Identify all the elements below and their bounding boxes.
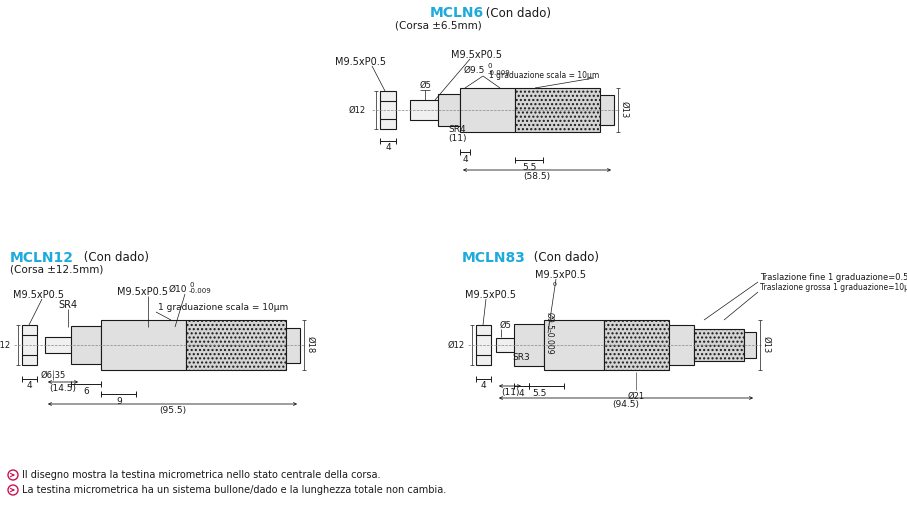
Bar	[460, 88, 515, 132]
Text: MCLN83: MCLN83	[462, 251, 526, 265]
Text: 9: 9	[116, 396, 122, 406]
Text: 5.5: 5.5	[522, 162, 536, 172]
Bar	[286, 328, 300, 363]
Bar	[476, 325, 491, 365]
Bar	[45, 337, 73, 353]
Text: Ø21: Ø21	[628, 392, 645, 400]
Text: M9.5xP0.5: M9.5xP0.5	[451, 50, 502, 60]
Bar	[669, 325, 694, 365]
Text: 4: 4	[26, 382, 32, 391]
Text: (11): (11)	[501, 387, 519, 396]
Text: -0.009: -0.009	[488, 70, 511, 76]
Text: Traslazione fine 1 graduazione=0.5μm: Traslazione fine 1 graduazione=0.5μm	[760, 274, 907, 282]
Bar	[71, 326, 101, 364]
Text: M9.5xP0.5: M9.5xP0.5	[13, 290, 63, 300]
Text: SR4: SR4	[448, 125, 465, 135]
Text: 4: 4	[480, 382, 486, 391]
Bar	[544, 320, 604, 370]
Circle shape	[8, 470, 18, 480]
Bar	[101, 320, 186, 370]
Bar	[694, 329, 744, 361]
Text: (Corsa ±6.5mm): (Corsa ±6.5mm)	[395, 20, 482, 30]
Bar	[186, 320, 286, 370]
Text: Ø12: Ø12	[349, 106, 366, 114]
Text: -0.009: -0.009	[189, 288, 211, 294]
Text: Ø12: Ø12	[0, 341, 11, 349]
Text: Ø9.5: Ø9.5	[463, 66, 485, 74]
Text: Ø13: Ø13	[619, 101, 629, 119]
Text: MCLN6: MCLN6	[430, 6, 484, 20]
Text: 6: 6	[83, 386, 89, 396]
Bar	[744, 332, 756, 358]
Text: M9.5xP0.5: M9.5xP0.5	[335, 57, 385, 67]
Text: 4: 4	[385, 144, 391, 152]
Text: Traslazione grossa 1 graduazione=10μm: Traslazione grossa 1 graduazione=10μm	[760, 283, 907, 292]
Text: Ø5: Ø5	[419, 81, 431, 89]
Text: (Con dado): (Con dado)	[482, 6, 551, 19]
Bar	[514, 324, 544, 366]
Text: (95.5): (95.5)	[159, 407, 186, 415]
Bar	[496, 338, 516, 352]
Bar	[515, 88, 600, 132]
Text: 4: 4	[518, 388, 524, 397]
Text: Il disegno mostra la testina micrometrica nello stato centrale della corsa.: Il disegno mostra la testina micrometric…	[22, 470, 381, 480]
Text: 4: 4	[463, 154, 468, 163]
Text: Ø9.5-0.009: Ø9.5-0.009	[544, 311, 553, 354]
Text: Ø6.35: Ø6.35	[41, 370, 65, 380]
Text: Ø18: Ø18	[306, 336, 315, 354]
Text: La testina micrometrica ha un sistema bullone/dado e la lunghezza totale non cam: La testina micrometrica ha un sistema bu…	[22, 485, 446, 495]
Text: SR4: SR4	[58, 300, 78, 310]
Text: 1 graduazione scala = 10μm: 1 graduazione scala = 10μm	[158, 304, 288, 313]
Bar	[22, 325, 37, 365]
Text: (Corsa ±12.5mm): (Corsa ±12.5mm)	[10, 265, 103, 275]
Bar	[410, 100, 440, 120]
Text: (Con dado): (Con dado)	[530, 252, 599, 265]
Bar	[604, 320, 669, 370]
Text: M9.5xP0.5: M9.5xP0.5	[464, 290, 515, 300]
Text: Ø5: Ø5	[499, 320, 511, 330]
Text: MCLN12: MCLN12	[10, 251, 74, 265]
Text: (94.5): (94.5)	[612, 400, 639, 410]
Text: Ø12: Ø12	[448, 341, 465, 349]
Text: 0: 0	[488, 63, 493, 69]
Text: 5.5: 5.5	[532, 388, 546, 397]
Text: M9.5xP0.5: M9.5xP0.5	[116, 287, 168, 297]
Text: (14.5): (14.5)	[50, 384, 76, 394]
Text: (58.5): (58.5)	[523, 173, 551, 181]
Text: SR3: SR3	[512, 353, 530, 361]
Text: 0: 0	[189, 282, 193, 288]
Text: Ø10: Ø10	[169, 284, 187, 293]
Text: Ø13: Ø13	[762, 336, 771, 354]
Text: 0: 0	[553, 282, 557, 288]
Text: (11): (11)	[448, 135, 466, 144]
Circle shape	[8, 485, 18, 495]
Text: (Con dado): (Con dado)	[80, 252, 149, 265]
Text: 1 graduazione scala = 10μm: 1 graduazione scala = 10μm	[489, 71, 599, 80]
Bar	[438, 94, 460, 126]
Bar	[380, 91, 396, 129]
Text: M9.5xP0.5: M9.5xP0.5	[534, 270, 586, 280]
Bar	[600, 95, 614, 125]
